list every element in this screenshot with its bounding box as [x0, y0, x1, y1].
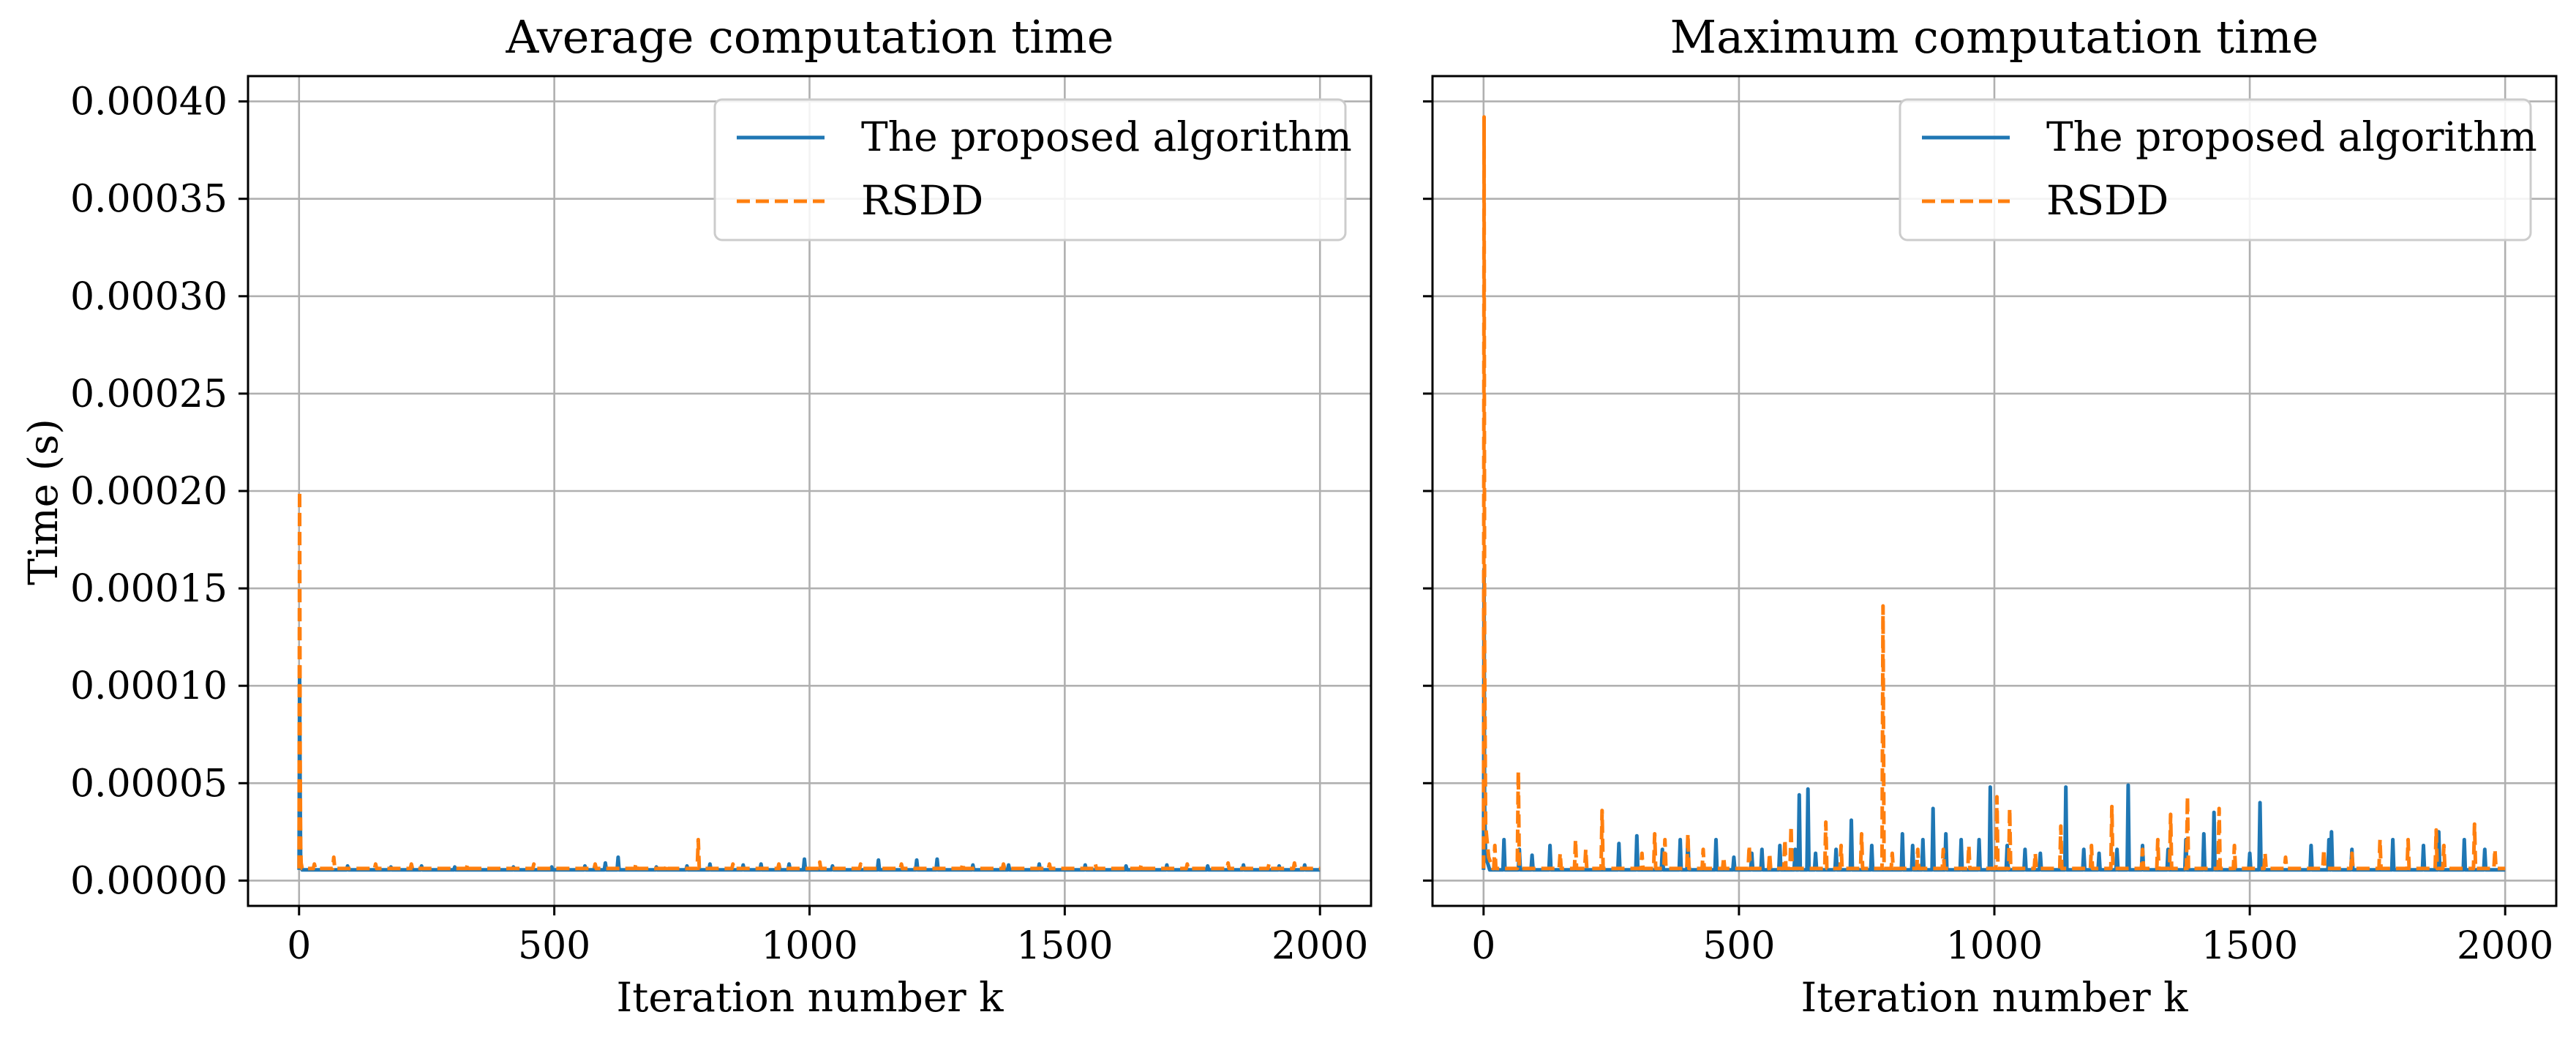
x-tick-label: 2000	[2457, 924, 2553, 968]
legend-box	[1899, 98, 2532, 241]
x-tick-label: 1500	[1016, 924, 1113, 968]
x-tick-label: 2000	[1272, 924, 1368, 968]
y-tick-label: 0.00040	[70, 80, 228, 124]
legend-label: RSDD	[861, 177, 983, 224]
x-tick-label: 500	[518, 924, 590, 968]
x-tick-label: 1000	[1946, 924, 2043, 968]
series-line-the-proposed-algorithm	[1482, 567, 2506, 872]
y-tick-label: 0.00030	[70, 275, 228, 319]
series-line-rsdd	[1482, 115, 2506, 871]
series-line-rsdd	[297, 489, 1321, 871]
y-tick-label: 0.00010	[70, 664, 228, 708]
chart-title-maximum: Maximum computation time	[1670, 10, 2319, 64]
legend-label: The proposed algorithm	[861, 113, 1352, 160]
panel-average: Average computation time Time (s) Iterat…	[20, 10, 1373, 1021]
series-group	[297, 489, 1321, 872]
x-tick-label: 0	[287, 924, 311, 968]
legend-label: RSDD	[2046, 177, 2168, 224]
x-tick-label: 1500	[2201, 924, 2298, 968]
legend: The proposed algorithm RSDD	[1899, 98, 2537, 241]
legend-box	[713, 98, 1347, 241]
series-group	[1482, 115, 2506, 872]
x-tick-label: 500	[1702, 924, 1775, 968]
y-tick-label: 0.00005	[70, 762, 228, 806]
x-axis-label-maximum: Iteration number k	[1800, 974, 2188, 1021]
chart-title-average: Average computation time	[506, 10, 1114, 64]
y-tick-label: 0.00000	[70, 859, 228, 903]
x-tick-label: 0	[1471, 924, 1495, 968]
x-tick-label: 1000	[761, 924, 857, 968]
y-tick-label: 0.00035	[70, 178, 228, 222]
legend-label: The proposed algorithm	[2046, 113, 2537, 160]
y-tick-label: 0.00015	[70, 567, 228, 611]
y-axis-label: Time (s)	[20, 419, 67, 585]
panel-maximum: Maximum computation time Iteration numbe…	[1423, 10, 2558, 1021]
x-axis-label-average: Iteration number k	[616, 974, 1004, 1021]
y-tick-label: 0.00025	[70, 372, 228, 416]
legend: The proposed algorithm RSDD	[713, 98, 1352, 241]
y-tick-label: 0.00020	[70, 470, 228, 514]
